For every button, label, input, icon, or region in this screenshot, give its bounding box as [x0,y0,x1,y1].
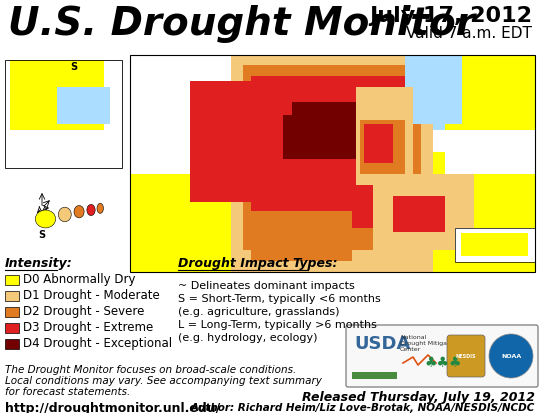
Text: for forecast statements.: for forecast statements. [5,387,130,397]
Text: Intensity:: Intensity: [5,257,73,270]
FancyBboxPatch shape [447,335,485,377]
Bar [5,275,19,285]
Bar [5,307,19,317]
Bar [5,60,122,168]
Ellipse shape [35,210,56,228]
Bar [455,228,535,262]
Text: D1 Drought - Moderate: D1 Drought - Moderate [23,290,160,302]
Circle shape [489,334,533,378]
Text: L = Long-Term, typically >6 months: L = Long-Term, typically >6 months [178,320,377,330]
Ellipse shape [74,206,84,218]
Text: (e.g. agriculture, grasslands): (e.g. agriculture, grasslands) [178,307,340,317]
Text: The Drought Monitor focuses on broad-scale conditions.: The Drought Monitor focuses on broad-sca… [5,365,296,375]
Bar [130,55,535,272]
Text: (e.g. hydrology, ecology): (e.g. hydrology, ecology) [178,333,318,343]
FancyBboxPatch shape [346,325,538,387]
Text: D4 Drought - Exceptional: D4 Drought - Exceptional [23,337,172,351]
Ellipse shape [87,204,95,216]
Text: U.S. Drought Monitor: U.S. Drought Monitor [8,5,475,43]
Text: NESDIS: NESDIS [456,354,476,358]
Text: ~ Delineates dominant impacts: ~ Delineates dominant impacts [178,281,355,291]
Text: USDA: USDA [354,335,410,353]
Text: Released Thursday, July 19, 2012: Released Thursday, July 19, 2012 [302,391,535,404]
Text: National
Drought Mitigation
Center: National Drought Mitigation Center [400,335,459,351]
Text: Author: Richard Heim/Liz Love-Brotak, NOAA/NESDIS/NCDC: Author: Richard Heim/Liz Love-Brotak, NO… [191,403,535,413]
Bar [352,372,397,379]
Text: Local conditions may vary. See accompanying text summary: Local conditions may vary. See accompany… [5,376,322,386]
Text: S: S [70,62,77,72]
Bar [5,323,19,333]
Text: Valid 7 a.m. EDT: Valid 7 a.m. EDT [406,26,532,41]
Text: http://droughtmonitor.unl.edu/: http://droughtmonitor.unl.edu/ [5,402,220,413]
Text: D0 Abnormally Dry: D0 Abnormally Dry [23,273,136,287]
Bar [5,291,19,301]
Text: S: S [38,230,45,240]
Text: Drought Impact Types:: Drought Impact Types: [178,257,338,270]
Text: ♣♣♣: ♣♣♣ [424,356,462,370]
Ellipse shape [97,203,104,214]
Text: July 17, 2012: July 17, 2012 [369,6,532,26]
Text: D2 Drought - Severe: D2 Drought - Severe [23,306,144,318]
Text: NOAA: NOAA [501,354,521,358]
Text: S = Short-Term, typically <6 months: S = Short-Term, typically <6 months [178,294,381,304]
Ellipse shape [58,207,71,222]
Text: D3 Drought - Extreme: D3 Drought - Extreme [23,321,153,335]
Bar [5,339,19,349]
